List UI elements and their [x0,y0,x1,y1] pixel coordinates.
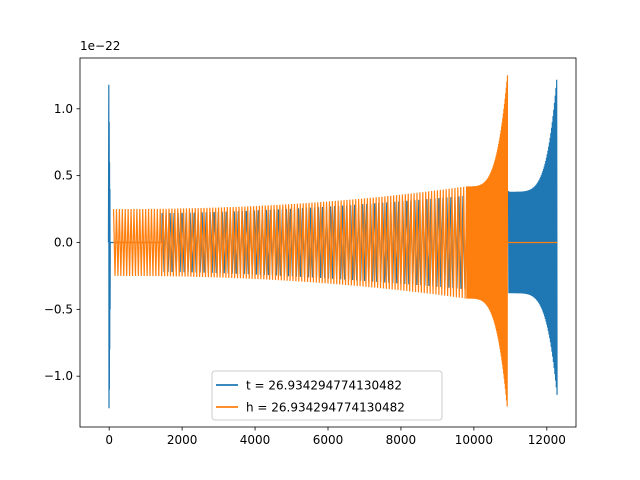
x-tick-label: 10000 [455,433,493,447]
legend-box [211,370,443,421]
x-tick-label: 8000 [386,433,417,447]
series-line-h [112,75,558,407]
x-tick-label: 12000 [528,433,566,447]
x-tick-label: 0 [105,433,113,447]
series-path-t [107,79,558,409]
legend-label: h = 26.934294774130482 [246,401,405,415]
y-tick-label: −1.0 [44,369,73,383]
x-tick-label: 2000 [167,433,198,447]
legend: t = 26.934294774130482 h = 26.93429477413… [211,370,443,421]
x-tick-label: 6000 [313,433,344,447]
legend-label: t = 26.934294774130482 [246,379,402,393]
series-line-t [107,79,558,409]
x-tick-label: 4000 [240,433,271,447]
y-tick-label: −0.5 [44,302,73,316]
y-tick-label: 1.0 [54,102,73,116]
y-tick-label: 0.5 [54,169,73,183]
series-path-h [112,75,558,407]
x-axis: 0 2000 4000 6000 8000 10000 12000 [105,427,566,447]
plot-area [107,75,558,409]
y-axis: −1.0 −0.5 0.0 0.5 1.0 [44,102,80,383]
y-tick-label: 0.0 [54,236,73,250]
y-scale-label: 1e−22 [80,39,120,53]
